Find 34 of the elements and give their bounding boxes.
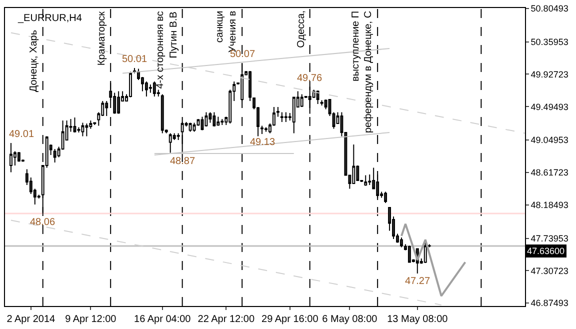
y-tick-label: 49.04953 xyxy=(530,135,568,146)
ref-line-label: 47.63600 xyxy=(527,246,565,256)
annotation: Краматорск xyxy=(96,10,108,66)
y-tick-label: 48.61723 xyxy=(530,168,568,178)
y-tick-label: 49.49493 xyxy=(530,102,568,112)
x-tick-label: 9 Apr 12:00 xyxy=(65,314,117,325)
annotation: Одесса, xyxy=(296,10,307,48)
annotation: Донецк, Харь xyxy=(28,30,40,92)
annotation: 47.27 xyxy=(405,276,430,287)
annotation: 48.06 xyxy=(30,217,56,228)
y-tick-label: 48.18493 xyxy=(530,200,568,210)
annotation: 49.13 xyxy=(250,137,276,148)
x-tick-label: 13 May 08:00 xyxy=(387,314,448,325)
annotation: санкци xyxy=(214,10,226,43)
annotation: Путин В.В xyxy=(168,11,180,58)
x-tick-label: 6 May 08:00 xyxy=(322,314,378,325)
annotation: 50.01 xyxy=(122,54,148,65)
y-tick-label: 49.92723 xyxy=(530,69,568,80)
annotation: референдум в Донецке, С xyxy=(363,10,374,134)
annotation: 4-х сторонняя вс xyxy=(154,11,166,89)
x-tick-label: 29 Apr 16:00 xyxy=(262,314,319,325)
annotation: 48.87 xyxy=(170,156,196,167)
x-tick-label: 22 Apr 12:00 xyxy=(198,314,255,325)
annotation: 49.76 xyxy=(297,73,322,84)
y-tick-label: 47.30723 xyxy=(530,266,568,276)
x-tick-label: 16 Apr 04:00 xyxy=(134,314,192,325)
text: _EURRUR,H4 xyxy=(17,13,82,24)
y-tick-label: 50.80493 xyxy=(530,4,568,14)
y-tick-label: 50.35953 xyxy=(530,36,568,47)
y-tick-label: 46.87493 xyxy=(530,298,568,308)
x-tick-label: 2 Apr 2014 xyxy=(6,314,56,325)
annotation: выступление П xyxy=(350,10,362,82)
annotation: 49.01 xyxy=(9,129,34,140)
y-tick-label: 47.73953 xyxy=(530,233,568,244)
